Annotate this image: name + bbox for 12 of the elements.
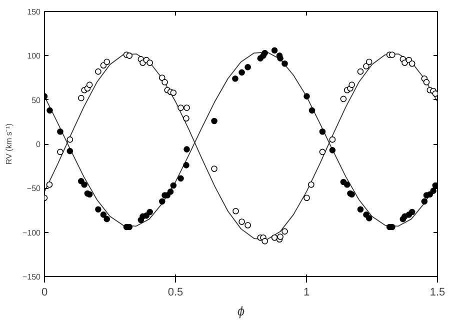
y-tick-label: −100 [22,228,42,238]
y-tick-label: 0 [36,140,42,149]
y-tick-label: 100 [27,52,42,61]
y-axis-title: RV (km s⁻¹) [4,123,14,165]
x-tick-label: 1 [303,286,310,298]
y-tick-label: 50 [32,96,42,105]
y-tick-label: −150 [22,272,42,282]
y-tick-label: 150 [27,8,42,16]
x-axis-title: ϕ [237,304,245,318]
y-tick-label: −50 [26,184,42,194]
x-tick-label: 1.5 [430,286,446,298]
x-tick-label: 0.5 [168,286,184,298]
